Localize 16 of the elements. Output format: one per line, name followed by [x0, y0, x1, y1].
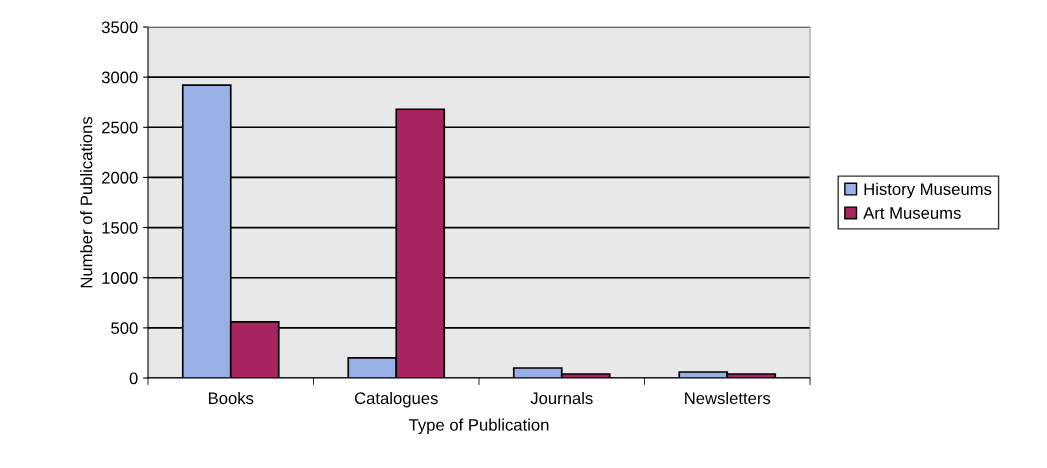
- x-tick-label: Books: [208, 391, 254, 405]
- y-tick-label: 1000: [102, 272, 138, 284]
- x-tick-label: Journals: [530, 391, 593, 405]
- y-axis-title: Number of Publications: [80, 116, 93, 288]
- y-tick-label: 1500: [102, 221, 138, 234]
- x-tick-label: Catalogues: [354, 391, 438, 408]
- legend-label: Art Museums: [863, 207, 961, 219]
- y-tick-label: 500: [111, 322, 138, 335]
- y-tick-label: 3000: [101, 71, 138, 84]
- y-tick-label: 2500: [102, 121, 138, 134]
- legend-label: History Museums: [864, 182, 992, 199]
- y-tick-label: 3500: [101, 21, 138, 34]
- x-axis-title: Type of Publication: [408, 418, 549, 435]
- x-tick-label: Newsletters: [685, 391, 771, 405]
- y-tick-label: 0: [129, 372, 138, 385]
- y-tick-label: 2000: [102, 171, 138, 184]
